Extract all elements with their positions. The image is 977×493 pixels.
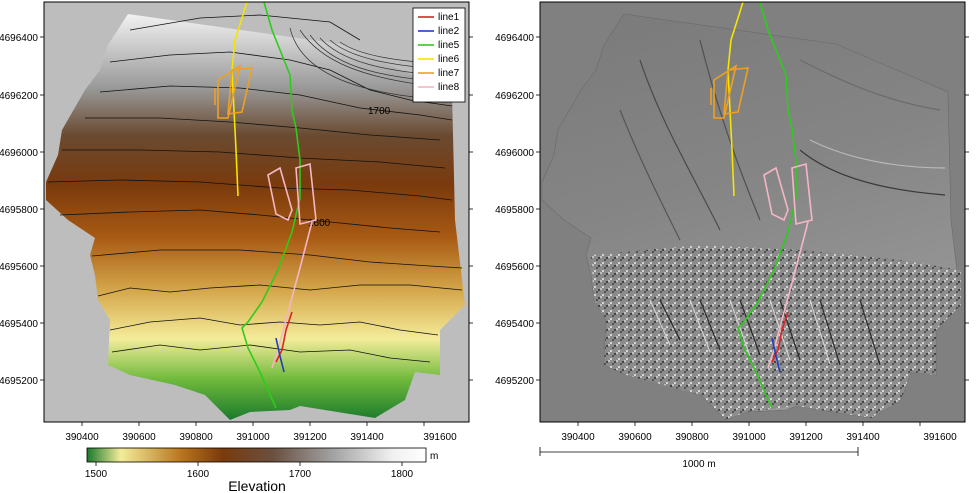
legend-entry-line7: line7 xyxy=(418,68,460,79)
survey-lines xyxy=(214,2,317,409)
line7-shape-b xyxy=(723,67,750,115)
left-x-tick: 390400 xyxy=(65,432,99,443)
right-x-axis xyxy=(577,422,921,426)
line5-path xyxy=(737,2,797,409)
line8-shape-a xyxy=(763,166,789,222)
right-x-tick: 391400 xyxy=(846,432,880,443)
left-y-tick: 4695200 xyxy=(0,376,38,387)
left-x-tick: 390600 xyxy=(122,432,156,443)
legend-label-line5: line5 xyxy=(438,40,460,51)
hillshade-ridges xyxy=(619,39,946,366)
line8-path xyxy=(767,221,809,369)
right-y-tick: 4696400 xyxy=(495,33,534,44)
right-map: 4696400 4696200 4696000 4695800 4695600 … xyxy=(495,1,969,470)
legend-entry-line2: line2 xyxy=(418,26,460,37)
legend-box xyxy=(412,7,466,103)
right-y-tick: 4696200 xyxy=(495,91,534,102)
legend-entry-line6: line6 xyxy=(418,54,460,65)
left-y-tick: 4696000 xyxy=(0,148,38,159)
legend-label-line7: line7 xyxy=(438,68,460,79)
line2-path xyxy=(275,337,285,373)
legend-entry-line8: line8 xyxy=(418,82,460,93)
line5-path xyxy=(241,2,301,409)
line8-shape-b xyxy=(295,162,317,226)
left-legend: line1 line2 line5 line6 line7 line8 xyxy=(412,7,466,103)
left-x-tick-labels: 390400 390600 390800 391000 391200 39140… xyxy=(65,432,457,443)
scale-bar-label: 1000 m xyxy=(682,459,715,470)
colorbar: m 1500 1600 1700 1800 Elevation xyxy=(85,447,438,493)
colorbar-ramp xyxy=(86,447,427,463)
line2-path xyxy=(771,337,781,373)
contour-label-1700: 1700 xyxy=(368,106,391,117)
right-survey-lines xyxy=(710,2,813,409)
left-x-tick: 391200 xyxy=(293,432,327,443)
right-map-frame xyxy=(539,1,966,423)
right-x-tick-labels: 390400 390600 390800 391000 391200 39140… xyxy=(561,432,957,443)
right-y-axis xyxy=(536,36,969,381)
left-x-tick: 390800 xyxy=(179,432,213,443)
colorbar-title: Elevation xyxy=(228,478,286,493)
right-x-tick: 391000 xyxy=(732,432,766,443)
elevation-raster xyxy=(46,14,465,420)
left-y-tick: 4696400 xyxy=(0,33,38,44)
contour-lines xyxy=(47,14,463,363)
colorbar-unit: m xyxy=(430,451,438,462)
right-x-tick: 391600 xyxy=(923,432,957,443)
colorbar-tick: 1600 xyxy=(187,469,210,480)
colorbar-tick: 1500 xyxy=(85,469,108,480)
left-y-tick-labels: 4696400 4696200 4696000 4695800 4695600 … xyxy=(0,33,38,387)
right-x-tick: 390600 xyxy=(618,432,652,443)
left-map-frame xyxy=(43,1,470,423)
right-x-tick: 390800 xyxy=(675,432,709,443)
line1-path xyxy=(771,311,789,363)
left-y-tick: 4695400 xyxy=(0,319,38,330)
right-y-tick: 4695400 xyxy=(495,319,534,330)
right-y-tick: 4696000 xyxy=(495,148,534,159)
left-x-tick: 391600 xyxy=(423,432,457,443)
legend-label-line6: line6 xyxy=(438,54,460,65)
hillshade-texture xyxy=(591,245,961,420)
legend-label-line8: line8 xyxy=(438,82,460,93)
line1-path xyxy=(275,311,293,363)
line7-shape-b xyxy=(227,67,254,115)
legend-entry-line1: line1 xyxy=(418,12,460,23)
left-y-axis xyxy=(40,36,473,381)
left-x-axis xyxy=(81,422,425,426)
left-map: 1700 1600 line1 xyxy=(0,1,473,493)
left-x-tick: 391000 xyxy=(236,432,270,443)
legend-label-line1: line1 xyxy=(438,12,460,23)
colorbar-tick: 1700 xyxy=(289,469,312,480)
left-y-tick: 4695800 xyxy=(0,205,38,216)
line8-path xyxy=(271,221,313,369)
left-y-tick: 4696200 xyxy=(0,91,38,102)
right-y-tick: 4695600 xyxy=(495,262,534,273)
right-x-tick: 390400 xyxy=(561,432,595,443)
right-y-tick: 4695200 xyxy=(495,376,534,387)
scale-bar xyxy=(539,447,859,456)
right-x-tick: 391200 xyxy=(789,432,823,443)
left-x-tick: 391400 xyxy=(350,432,384,443)
line8-shape-a xyxy=(267,166,293,222)
left-y-tick: 4695600 xyxy=(0,262,38,273)
right-y-tick: 4695800 xyxy=(495,205,534,216)
contour-label-1600: 1600 xyxy=(308,218,331,229)
legend-label-line2: line2 xyxy=(438,26,460,37)
line8-shape-b xyxy=(791,162,813,226)
legend-entry-line5: line5 xyxy=(418,40,460,51)
right-y-tick-labels: 4696400 4696200 4696000 4695800 4695600 … xyxy=(495,33,534,387)
colorbar-tick: 1800 xyxy=(391,469,414,480)
